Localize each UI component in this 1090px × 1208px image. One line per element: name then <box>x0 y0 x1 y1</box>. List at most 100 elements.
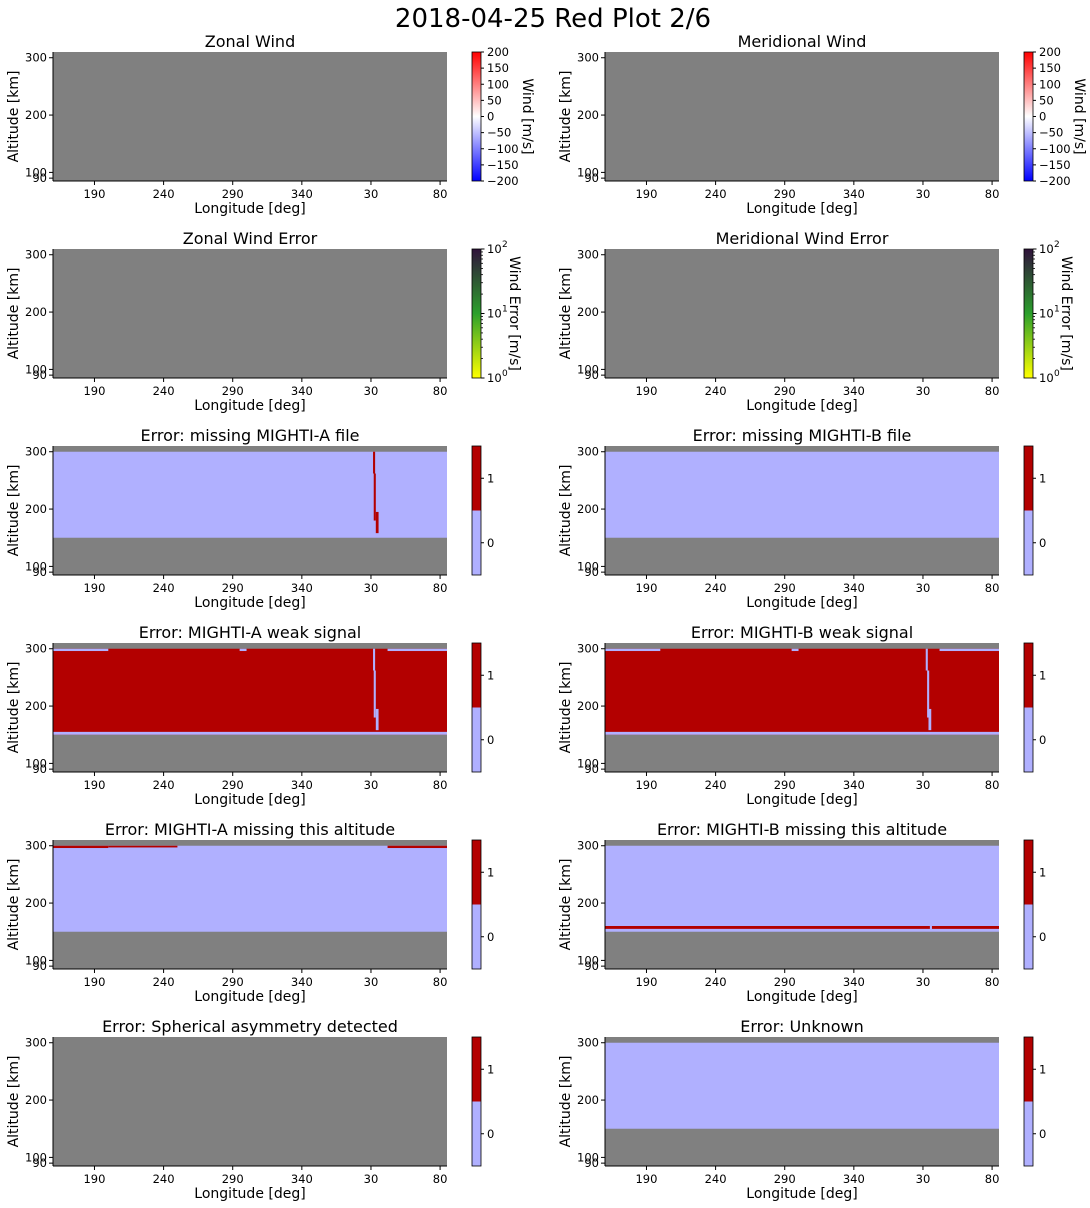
x-axis-label: Longitude [deg] <box>194 1186 305 1202</box>
colorbar-tick-exponent: 0 <box>502 369 508 379</box>
x-tick-label: 30 <box>916 384 931 398</box>
colorbar-label: Wind [m/s] <box>519 78 535 154</box>
colorbar-tick-label: 1 <box>487 668 494 682</box>
colorbar-frame <box>471 839 482 970</box>
panel-title: Zonal Wind <box>205 32 295 51</box>
y-tick-label: 300 <box>25 445 47 459</box>
x-tick-label: 30 <box>364 581 379 595</box>
flag-cell <box>387 845 447 849</box>
x-tick-label: 290 <box>774 778 796 792</box>
colorbar-tick-label: 1 <box>1039 1062 1046 1076</box>
x-axis-label: Longitude [deg] <box>746 792 857 808</box>
colorbar-frame <box>471 1036 482 1167</box>
colorbar-tick-label: −150 <box>1039 158 1071 172</box>
colorbar: 10 <box>471 1036 494 1167</box>
y-tick-label: 300 <box>577 839 599 853</box>
colorbar-cell-1 <box>472 1037 481 1102</box>
y-tick-label: 90 <box>32 368 47 382</box>
x-tick-label: 30 <box>364 778 379 792</box>
x-tick-label: 240 <box>153 1172 175 1186</box>
y-tick-label: 100 <box>577 362 599 376</box>
panel-title: Error: missing MIGHTI-A file <box>141 426 360 445</box>
x-axis-label: Longitude [deg] <box>194 398 305 414</box>
x-tick-label: 190 <box>83 778 105 792</box>
colorbar-bar <box>1023 51 1034 182</box>
colorbar-frame <box>1023 1036 1034 1167</box>
panel-title: Error: MIGHTI-B missing this altitude <box>657 820 947 839</box>
nodata-background <box>53 52 447 181</box>
colorbar: 10 <box>471 642 494 773</box>
x-tick-label: 240 <box>153 581 175 595</box>
colorbar-tick-label: 0 <box>1039 110 1046 124</box>
x-tick-label: 80 <box>985 975 1000 989</box>
x-tick-label: 340 <box>291 778 313 792</box>
y-axis-label: Altitude [km] <box>558 268 574 360</box>
colorbar-tick-label: 10 <box>1039 371 1054 385</box>
x-tick-label: 30 <box>916 1172 931 1186</box>
colorbar-tick-label: 1 <box>1039 865 1046 879</box>
x-tick-label: 290 <box>774 1172 796 1186</box>
flag-cell <box>939 648 999 652</box>
x-tick-label: 190 <box>83 1172 105 1186</box>
colorbar: 10 <box>1023 445 1046 576</box>
panel: Meridional Wind 190 240 290 340 30 80 300 200 100… <box>558 32 1087 217</box>
x-tick-label: 80 <box>433 778 448 792</box>
colorbar-frame <box>471 445 482 576</box>
nodata-background <box>53 1037 447 1166</box>
colorbar-tick-label: 1 <box>487 865 494 879</box>
x-tick-label: 240 <box>705 778 727 792</box>
colorbar-tick-label: 50 <box>1039 93 1054 107</box>
colorbar-tick-label: 10 <box>487 242 502 256</box>
x-tick-label: 190 <box>635 384 657 398</box>
y-tick-label: 100 <box>25 1150 47 1164</box>
flag-cell <box>373 670 376 718</box>
x-tick-label: 290 <box>774 384 796 398</box>
x-tick-label: 30 <box>916 187 931 201</box>
y-tick-label: 90 <box>32 959 47 973</box>
x-tick-label: 190 <box>635 1172 657 1186</box>
flag-cell <box>605 648 661 652</box>
x-tick-label: 240 <box>153 778 175 792</box>
x-tick-label: 80 <box>433 581 448 595</box>
y-tick-label: 200 <box>25 699 47 713</box>
panel-title: Error: MIGHTI-A weak signal <box>139 623 362 642</box>
y-tick-label: 90 <box>32 171 47 185</box>
x-axis-label: Longitude [deg] <box>746 398 857 414</box>
flag-band <box>605 648 999 735</box>
x-tick-label: 190 <box>83 975 105 989</box>
colorbar-tick-label: 0 <box>487 733 494 747</box>
x-tick-label: 30 <box>916 778 931 792</box>
colorbar-tick-label: 10 <box>487 307 502 321</box>
colorbar: 10 <box>1023 642 1046 773</box>
x-axis-label: Longitude [deg] <box>194 201 305 217</box>
y-tick-label: 200 <box>577 896 599 910</box>
colorbar-cell-1 <box>472 446 481 511</box>
colorbar-cell-0 <box>472 904 481 969</box>
x-tick-label: 240 <box>705 187 727 201</box>
y-axis-label: Altitude [km] <box>558 662 574 754</box>
colorbar-cell-0 <box>1024 707 1033 772</box>
colorbar-tick-label: 150 <box>1039 61 1061 75</box>
y-tick-label: 200 <box>25 896 47 910</box>
flag-cell <box>373 451 376 474</box>
colorbar-tick-label: 0 <box>487 536 494 550</box>
x-tick-label: 340 <box>843 384 865 398</box>
panel-title: Error: Spherical asymmetry detected <box>102 1017 398 1036</box>
flag-band <box>605 1042 999 1129</box>
colorbar-label: Wind Error [m/s] <box>506 256 522 371</box>
y-tick-label: 90 <box>584 368 599 382</box>
y-tick-label: 90 <box>584 171 599 185</box>
colorbar-tick-exponent: 1 <box>502 305 508 315</box>
y-tick-label: 100 <box>25 756 47 770</box>
colorbar-tick-label: 200 <box>487 45 509 59</box>
colorbar-tick-label: 1 <box>1039 668 1046 682</box>
y-tick-label: 200 <box>577 108 599 122</box>
panel: Error: MIGHTI-B missing this altitude190… <box>558 820 1046 1005</box>
x-tick-label: 30 <box>916 975 931 989</box>
colorbar: 10 <box>471 445 494 576</box>
x-tick-label: 30 <box>364 1172 379 1186</box>
flag-cell <box>375 511 379 534</box>
